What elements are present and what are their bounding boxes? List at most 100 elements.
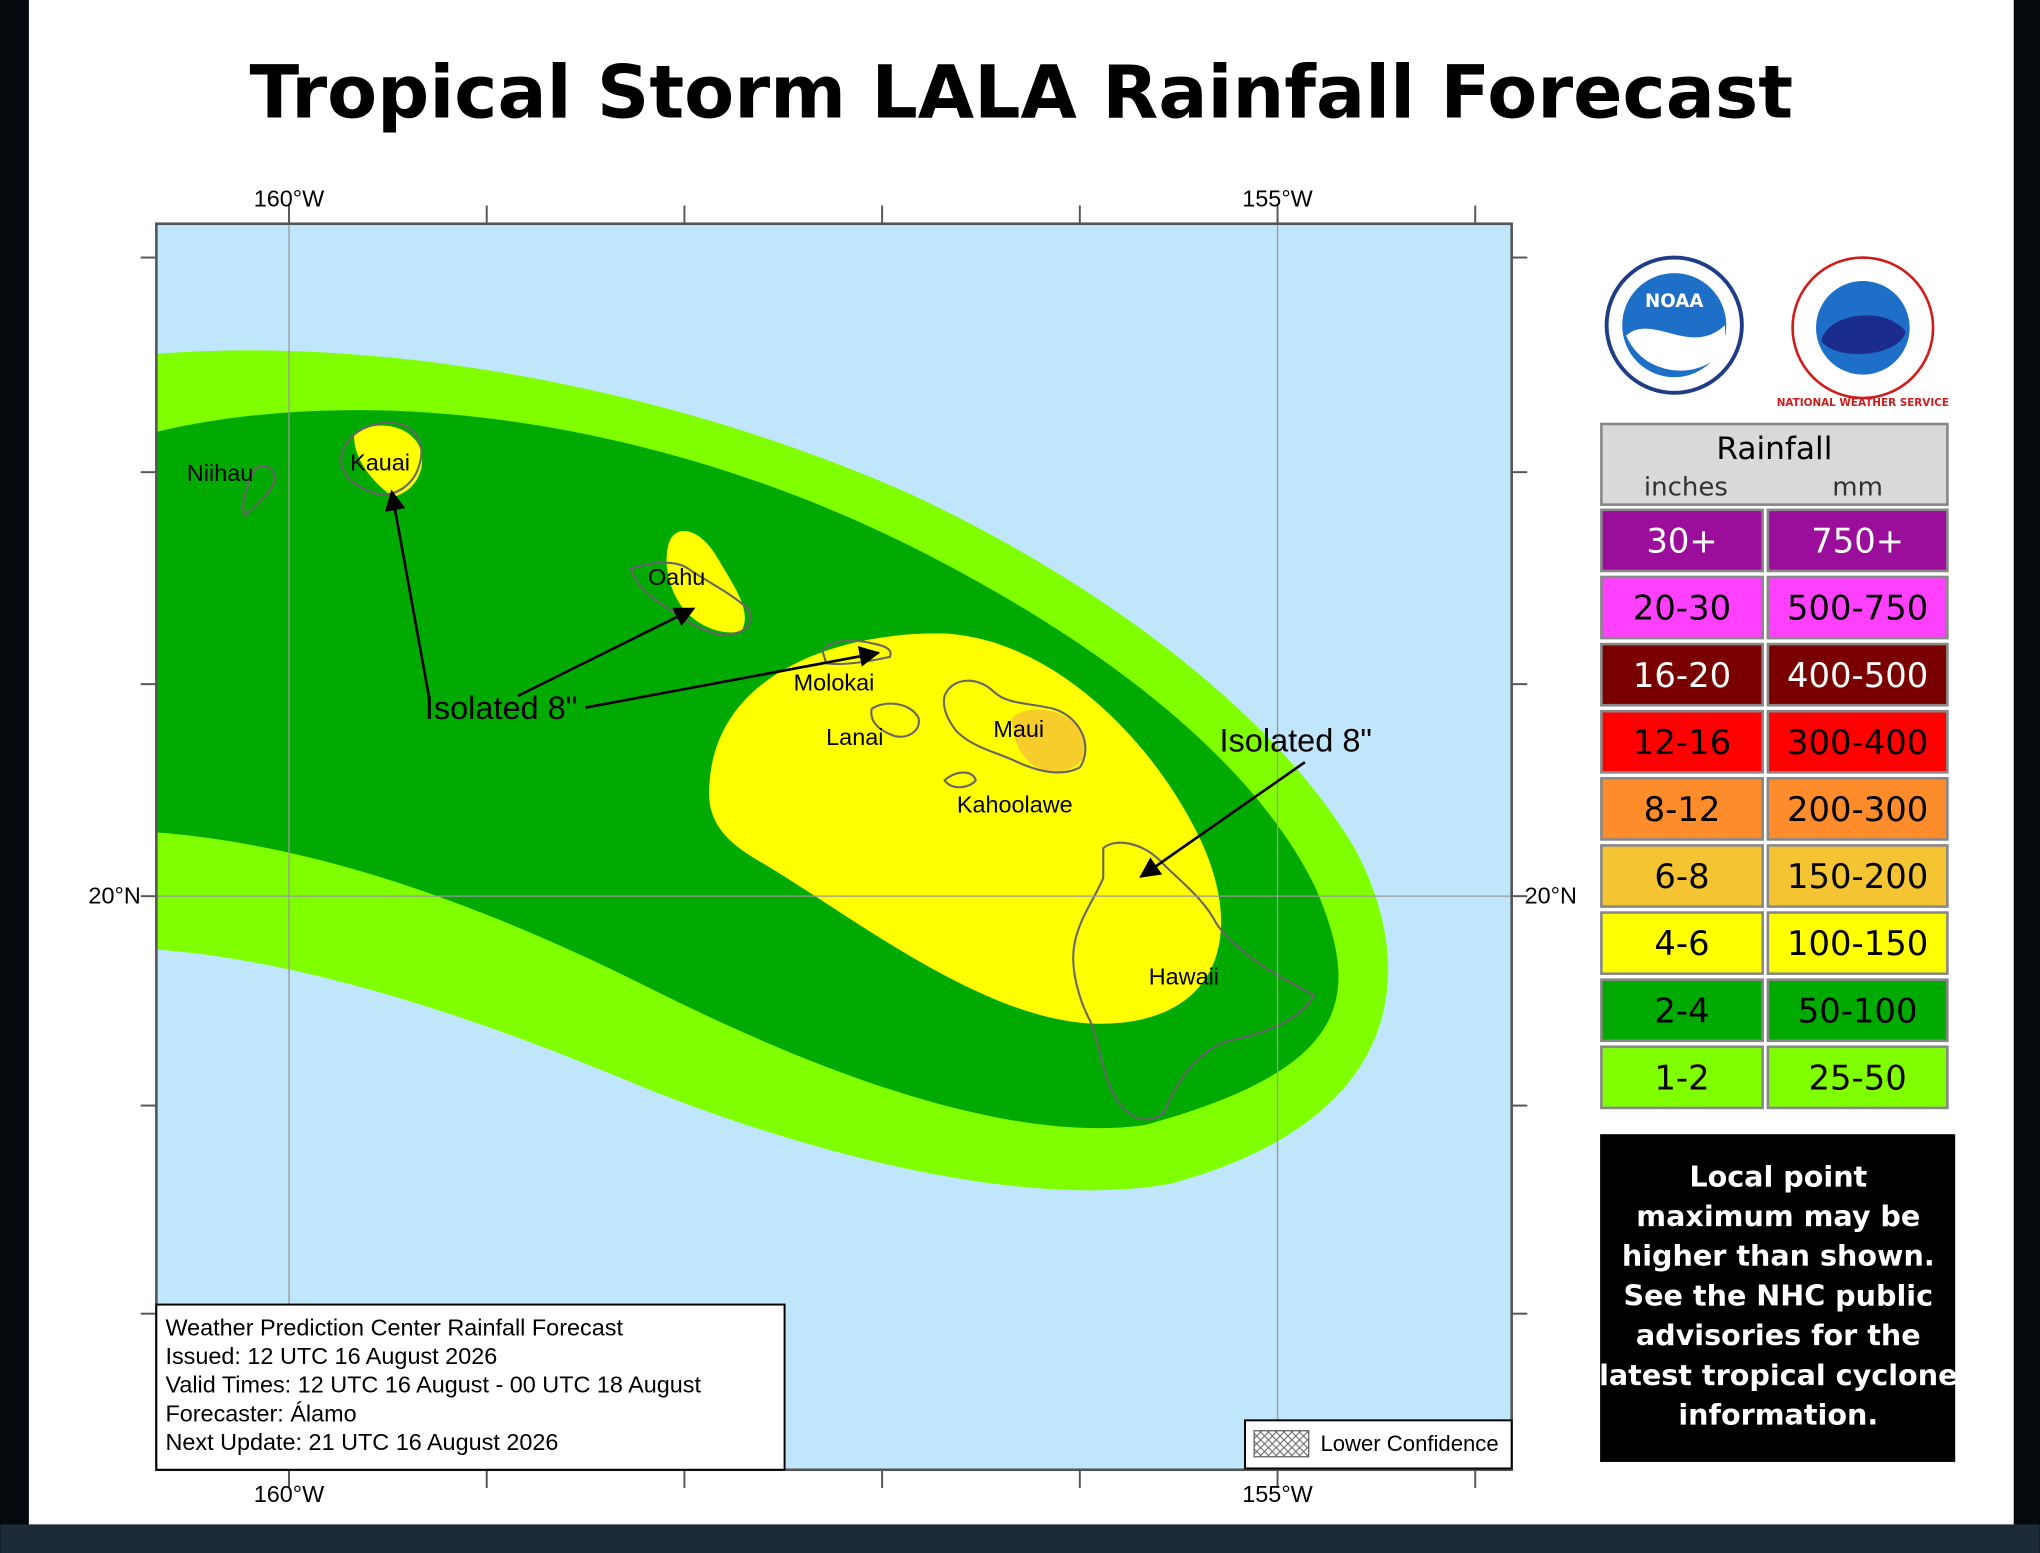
info-line: Forecaster: Álamo (165, 1400, 356, 1426)
legend-swatch (1766, 1045, 1949, 1110)
legend-mm: 200-300 (1787, 790, 1928, 829)
island-label: Kauai (350, 450, 410, 476)
legend-swatch (1600, 709, 1764, 774)
legend-swatch (1766, 978, 1949, 1043)
legend-swatch (1600, 911, 1764, 975)
legend-mm: 100-150 (1787, 924, 1928, 963)
legend-swatch (1766, 844, 1949, 908)
arrow (1139, 761, 1306, 878)
legend-swatch (1600, 1045, 1764, 1110)
legend-swatch (1600, 575, 1764, 640)
arrow (517, 607, 696, 698)
map: 160°W 155°W 160°W 155°W 20°N 20°N Niihau Kauai O… (88, 185, 1577, 1506)
lon-label: 155°W (1242, 185, 1313, 211)
kauai (340, 421, 423, 496)
lon-label: 155°W (1242, 1481, 1313, 1507)
note-line: maximum may be (1636, 1199, 1920, 1233)
info-line: Issued: 12 UTC 16 August 2026 (165, 1343, 497, 1369)
info-line: Next Update: 21 UTC 16 August 2026 (165, 1429, 558, 1455)
annotation: Isolated 8" (425, 690, 577, 726)
arrows (384, 489, 1306, 878)
noaa-text: NOAA (1645, 291, 1703, 312)
lat-label: 20°N (1525, 883, 1577, 909)
legend-unit: mm (1832, 472, 1883, 502)
coastlines (242, 421, 1316, 1121)
island-label: Kahoolawe (957, 792, 1073, 818)
legend-inches: 4-6 (1654, 924, 1709, 963)
info-text: Weather Prediction Center Rainfall Forec… (165, 1314, 701, 1454)
map-frame (155, 222, 1513, 1472)
legend-mm: 50-100 (1798, 991, 1918, 1030)
arrow (585, 646, 881, 709)
note: Local point maximum may be higher than sho… (1599, 1159, 1957, 1431)
legend-inches: 20-30 (1633, 589, 1731, 628)
island-label: Maui (993, 716, 1044, 742)
lon-label: 160°W (254, 1481, 325, 1507)
legend-inches: 30+ (1646, 522, 1717, 561)
note-line: Local point (1689, 1159, 1867, 1193)
note-box (1600, 1134, 1956, 1462)
map-labels: 160°W 155°W 160°W 155°W 20°N 20°N Niihau Kauai O… (88, 185, 1577, 1506)
island-label: Hawaii (1149, 963, 1219, 989)
legend-swatch (1766, 508, 1949, 573)
legend: Rainfall inches mm 30+ 750+ 20-30 500-750 16… (1600, 422, 1949, 1110)
info-box (155, 1303, 786, 1471)
island-label: Lanai (826, 724, 883, 750)
legend-mm: 25-50 (1809, 1058, 1907, 1097)
legend-mm: 750+ (1811, 522, 1904, 561)
niihau (242, 465, 276, 517)
legend-inches: 12-16 (1633, 723, 1731, 762)
legend-inches: 2-4 (1654, 991, 1709, 1030)
legend-mm: 500-750 (1787, 589, 1928, 628)
legend-title: Rainfall (1716, 431, 1832, 467)
bottom-strip (0, 1524, 2040, 1553)
noaa-bird (1626, 325, 1725, 371)
lower-confidence-label: Lower Confidence (1320, 1431, 1498, 1456)
hatch-swatch (1253, 1430, 1310, 1458)
legend-swatch (1600, 844, 1764, 908)
ticks (140, 205, 1528, 1488)
noaa-logo: NOAA (1604, 255, 1744, 395)
legend-swatch (1766, 575, 1949, 640)
legend-swatch (1600, 978, 1764, 1043)
legend-swatch (1766, 777, 1949, 841)
note-line: latest tropical cyclone (1599, 1358, 1957, 1392)
nws-text: NATIONAL WEATHER SERVICE (1777, 397, 1949, 409)
rain-4-6-kauai (354, 425, 423, 497)
legend-swatch (1766, 709, 1949, 774)
maui (942, 679, 1087, 774)
nws-cloud (1821, 315, 1906, 355)
legend-swatch (1600, 508, 1764, 573)
legend-inches: 6-8 (1654, 857, 1709, 896)
legend-swatch (1600, 642, 1764, 707)
island-label: Oahu (648, 564, 705, 590)
hawaii (1072, 841, 1316, 1121)
island-label: Molokai (794, 669, 875, 695)
legend-inches: 1-2 (1654, 1058, 1709, 1097)
note-line: information. (1678, 1397, 1878, 1431)
legend-inches: 16-20 (1633, 656, 1731, 695)
note-line: See the NHC public (1624, 1278, 1934, 1312)
nws-logo: NATIONAL WEATHER SERVICE (1777, 256, 1949, 409)
island-label: Niihau (187, 460, 253, 486)
rain-4-6-oahu (666, 530, 745, 633)
legend-swatch (1766, 642, 1949, 707)
title: Tropical Storm LALA Rainfall Forecast (250, 51, 1793, 136)
legend-swatch (1600, 777, 1764, 841)
oahu (629, 561, 752, 636)
legend-mm: 400-500 (1787, 656, 1928, 695)
legend-inches: 8-12 (1644, 790, 1721, 829)
note-line: higher than shown. (1622, 1239, 1935, 1273)
lanai (870, 702, 920, 738)
legend-header (1600, 422, 1949, 506)
kahoolawe (943, 771, 977, 789)
legend-mm: 150-200 (1787, 857, 1928, 896)
rain-6-8-maui (1012, 709, 1087, 773)
note-line: advisories for the (1636, 1318, 1921, 1352)
rain-4-6 (709, 633, 1222, 1024)
info-line: Weather Prediction Center Rainfall Forec… (165, 1314, 623, 1340)
arrow (384, 489, 431, 700)
graticule (156, 223, 1512, 1470)
